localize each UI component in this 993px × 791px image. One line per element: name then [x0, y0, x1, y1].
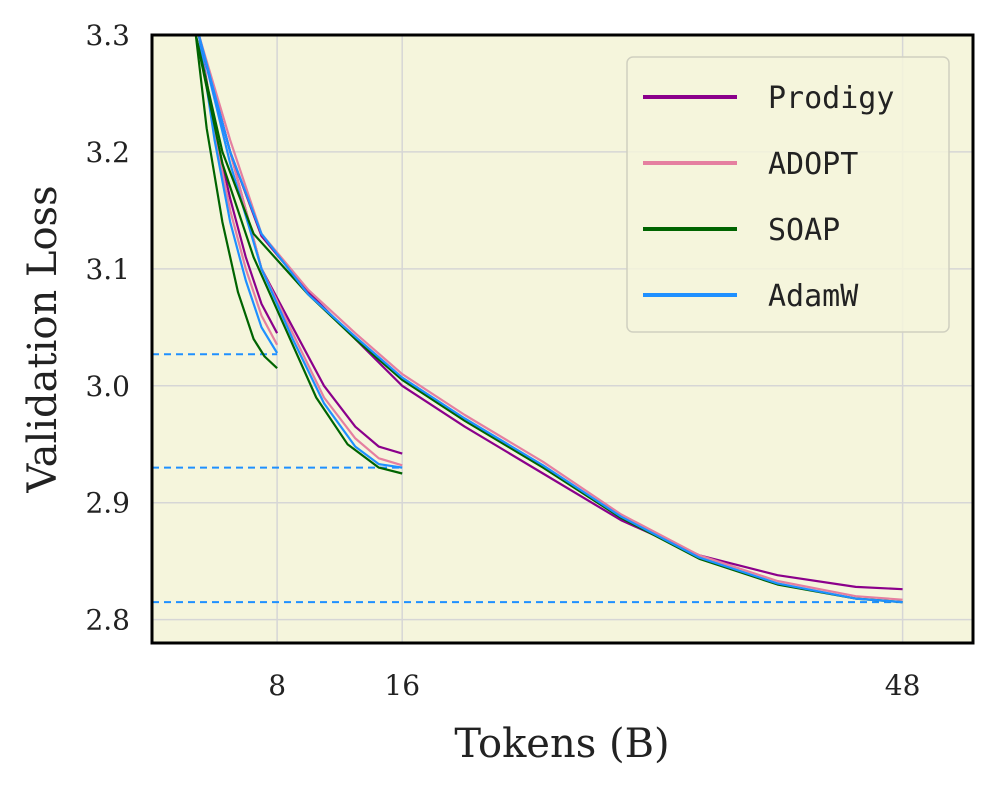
plot-frame — [150, 33, 975, 645]
x-axis-title: Tokens (B) — [454, 721, 669, 767]
series-line-adamw-8b — [197, 35, 279, 354]
legend-label-prodigy: Prodigy — [768, 81, 894, 116]
y-tick-label: 3.2 — [85, 136, 130, 169]
y-tick-label: 3.0 — [85, 370, 130, 403]
y-tick-label: 3.3 — [85, 19, 130, 52]
y-axis-title: Validation Loss — [20, 185, 66, 493]
tick-labels: 8 16 48 2.8 2.9 3.0 3.1 3.2 3.3 — [85, 19, 920, 702]
y-tick-label: 2.9 — [85, 487, 130, 520]
y-tick-label: 2.8 — [85, 604, 130, 637]
series-line-soap-16b — [194, 35, 403, 475]
legend-label-soap: SOAP — [768, 213, 840, 248]
series-line-adamw-48b — [197, 35, 903, 604]
series-line-soap-8b — [194, 35, 278, 370]
legend-box — [626, 56, 950, 333]
legend-label-adamw: AdamW — [768, 279, 859, 314]
x-tick-label: 48 — [885, 669, 921, 702]
x-tick-label: 8 — [268, 669, 286, 702]
legend: Prodigy ADOPT SOAP AdamW — [626, 56, 950, 333]
reference-lines — [152, 353, 903, 604]
series-line-adamw-16b — [197, 35, 403, 469]
series-lines — [194, 35, 903, 604]
x-tick-label: 16 — [384, 669, 420, 702]
series-line-prodigy-48b — [197, 35, 903, 591]
series-line-adopt-16b — [197, 35, 403, 467]
legend-label-adopt: ADOPT — [768, 147, 858, 182]
y-tick-label: 3.1 — [85, 253, 130, 286]
